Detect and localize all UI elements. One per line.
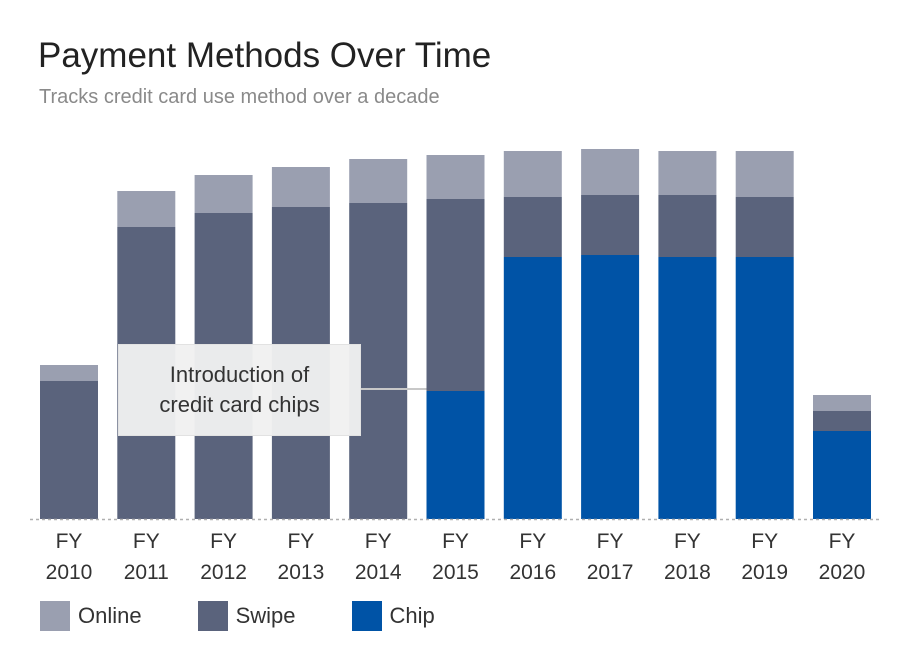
bar-swipe-fy-2018 bbox=[658, 195, 717, 257]
x-tick-label-fy-2018: FY 2018 bbox=[664, 530, 711, 584]
legend-item-swipe: Swipe bbox=[197, 601, 296, 631]
legend-item-online: Online bbox=[40, 601, 142, 631]
x-tick-label-fy-2013: FY 2013 bbox=[278, 530, 325, 584]
chart-subtitle: Tracks credit card use method over a dec… bbox=[39, 86, 440, 108]
bar-online-fy-2010 bbox=[40, 365, 98, 381]
bar-chip-fy-2015 bbox=[426, 391, 485, 519]
bar-swipe-fy-2010 bbox=[40, 381, 98, 519]
x-tick-label-fy-2019: FY 2019 bbox=[741, 530, 788, 584]
bar-online-fy-2015 bbox=[426, 155, 485, 199]
x-tick-label-fy-2016: FY 2016 bbox=[509, 530, 556, 584]
x-tick-label-fy-2015: FY 2015 bbox=[432, 530, 479, 584]
bar-swipe-fy-2015 bbox=[426, 199, 485, 391]
bar-chip-fy-2016 bbox=[503, 257, 562, 519]
legend-item-chip: Chip bbox=[351, 601, 435, 631]
x-tick-label-fy-2014: FY 2014 bbox=[355, 530, 402, 584]
bar-chip-fy-2019 bbox=[735, 257, 794, 519]
bar-chip-fy-2017 bbox=[581, 255, 640, 519]
chart-legend: Online Swipe Chip bbox=[40, 601, 491, 631]
bar-online-fy-2014 bbox=[349, 159, 408, 203]
legend-label-chip: Chip bbox=[389, 603, 435, 628]
x-tick-label-fy-2012: FY 2012 bbox=[200, 530, 247, 584]
bar-online-fy-2019 bbox=[735, 151, 794, 197]
bar-online-fy-2018 bbox=[658, 151, 717, 195]
legend-swatch-chip bbox=[351, 601, 382, 631]
legend-label-online: Online bbox=[78, 603, 142, 628]
bar-online-fy-2011 bbox=[117, 191, 176, 227]
annotation-line-2: credit card chips bbox=[159, 392, 320, 417]
bar-swipe-fy-2016 bbox=[503, 197, 562, 257]
bar-online-fy-2013 bbox=[271, 167, 330, 207]
bar-online-fy-2012 bbox=[194, 175, 253, 213]
bar-online-fy-2016 bbox=[503, 151, 562, 197]
x-tick-label-fy-2011: FY 2011 bbox=[124, 530, 169, 584]
bar-swipe-fy-2019 bbox=[735, 197, 794, 257]
x-tick-label-fy-2020: FY 2020 bbox=[819, 530, 866, 584]
bar-online-fy-2017 bbox=[581, 149, 640, 195]
legend-swatch-online bbox=[40, 601, 70, 631]
legend-swatch-swipe bbox=[197, 601, 228, 631]
chart-title: Payment Methods Over Time bbox=[38, 36, 492, 75]
chip-introduction-annotation: Introduction of credit card chips bbox=[118, 344, 361, 436]
annotation-line-1: Introduction of bbox=[169, 362, 310, 387]
bar-swipe-fy-2020 bbox=[813, 411, 871, 431]
x-tick-label-fy-2010: FY 2010 bbox=[46, 530, 93, 584]
bar-chip-fy-2018 bbox=[658, 257, 717, 519]
bar-swipe-fy-2017 bbox=[581, 195, 640, 255]
legend-label-swipe: Swipe bbox=[235, 603, 296, 628]
bar-online-fy-2020 bbox=[813, 395, 871, 411]
x-tick-label-fy-2017: FY 2017 bbox=[587, 530, 634, 584]
bar-chip-fy-2020 bbox=[813, 431, 871, 519]
